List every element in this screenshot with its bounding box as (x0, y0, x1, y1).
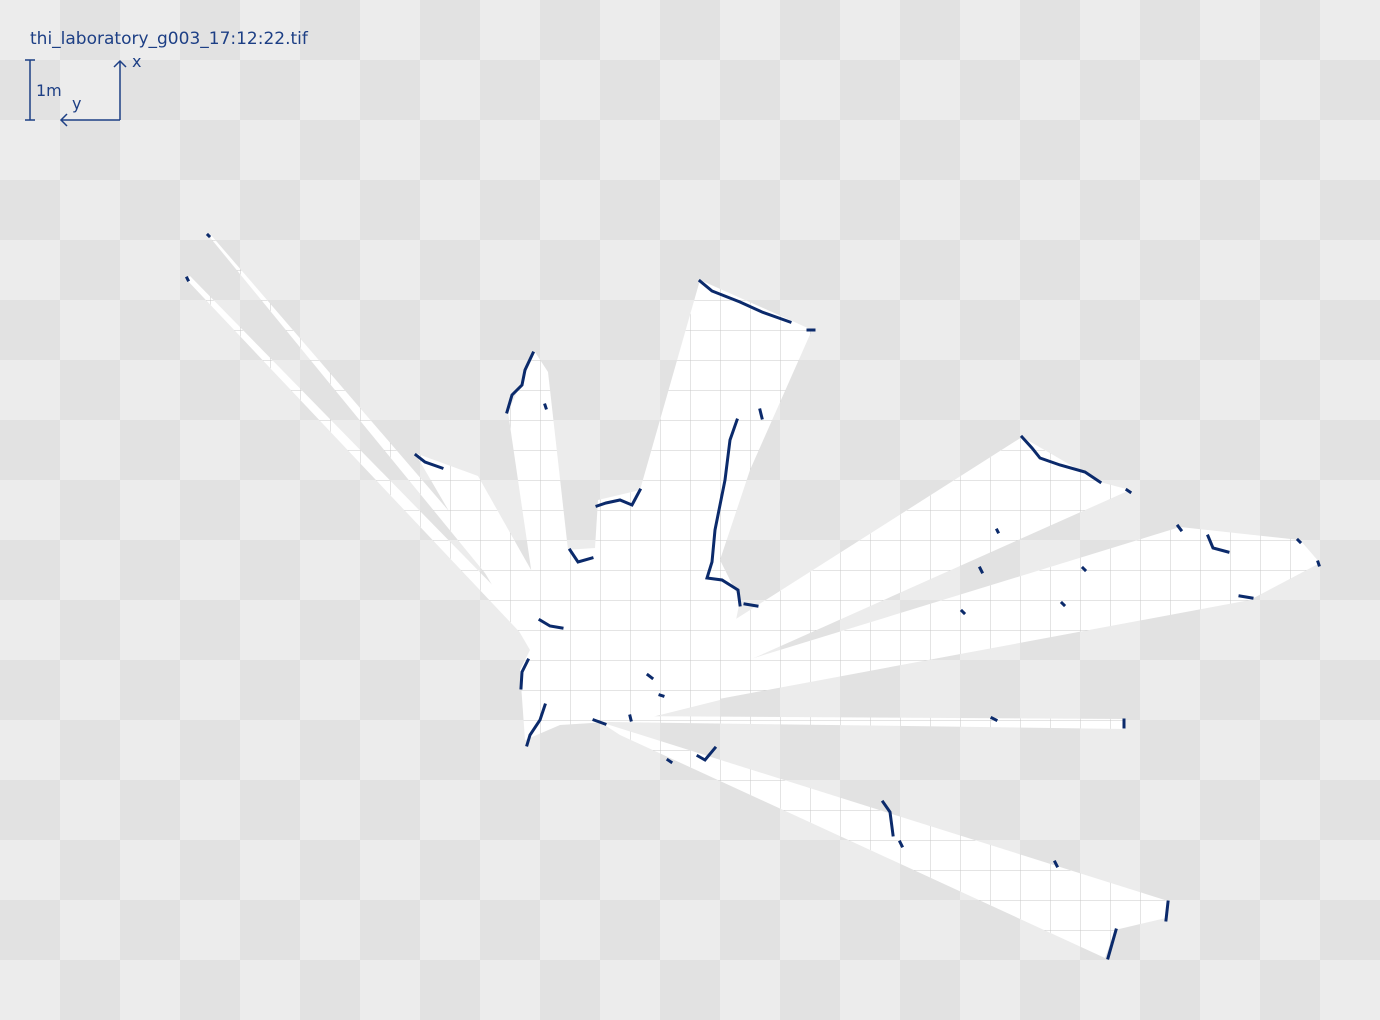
wall-segment (505, 351, 535, 414)
wall-segment (665, 757, 674, 765)
scan-sector (640, 437, 1130, 700)
wall-segment (595, 487, 643, 508)
scan-sector (508, 352, 568, 630)
wall-segment (743, 602, 759, 608)
scan-sector (415, 453, 565, 650)
wall-segment (658, 693, 665, 698)
wall-segment (897, 839, 905, 849)
wall-segment (705, 418, 742, 607)
wall-segment (697, 278, 792, 324)
wall-segment (994, 527, 1001, 535)
axis-x-label: x (132, 52, 142, 71)
axes-icon (25, 59, 127, 127)
wall-segment (977, 565, 985, 575)
scan-sector (610, 716, 1125, 729)
wall-segment (989, 715, 999, 723)
wall-segment (959, 608, 967, 616)
wall-segment (695, 745, 718, 762)
scan-sector (600, 722, 1168, 958)
wall-segment (645, 672, 655, 681)
wall-segment (1052, 859, 1060, 869)
wall-segment (1164, 900, 1170, 922)
wall-segment (880, 799, 895, 837)
wall-segment (519, 657, 531, 690)
wall-segment (413, 452, 444, 470)
wall-segment (1206, 534, 1230, 554)
scan-sector (640, 280, 812, 560)
wall-segment (1080, 565, 1088, 573)
wall-segment (1175, 523, 1184, 533)
wall-segment (525, 703, 547, 747)
free-space-area (186, 235, 1320, 958)
wall-segment (1019, 434, 1103, 485)
wall-segment (205, 232, 212, 239)
scan-sector (650, 527, 1320, 710)
scale-and-axes-legend: 1m x y (20, 52, 160, 132)
scan-ray (186, 276, 556, 660)
scale-label: 1m (36, 81, 62, 100)
map-file-name: thi_laboratory_g003_17:12:22.tif (30, 29, 308, 49)
wall-segment (758, 408, 764, 420)
wall-segment (628, 714, 633, 722)
wall-segment (1238, 594, 1254, 600)
wall-segment (1295, 537, 1303, 545)
wall-segment (543, 403, 548, 410)
wall-segment (592, 718, 607, 726)
obstacle-points (184, 232, 1321, 960)
wall-segment (1124, 487, 1133, 495)
wall-segment (567, 547, 594, 564)
wall-segment (1106, 928, 1118, 960)
wall-segment (184, 275, 191, 283)
wall-segment (1316, 560, 1321, 567)
wall-segment (1059, 600, 1067, 608)
wall-segment (537, 617, 564, 630)
axis-y-label: y (72, 94, 82, 113)
